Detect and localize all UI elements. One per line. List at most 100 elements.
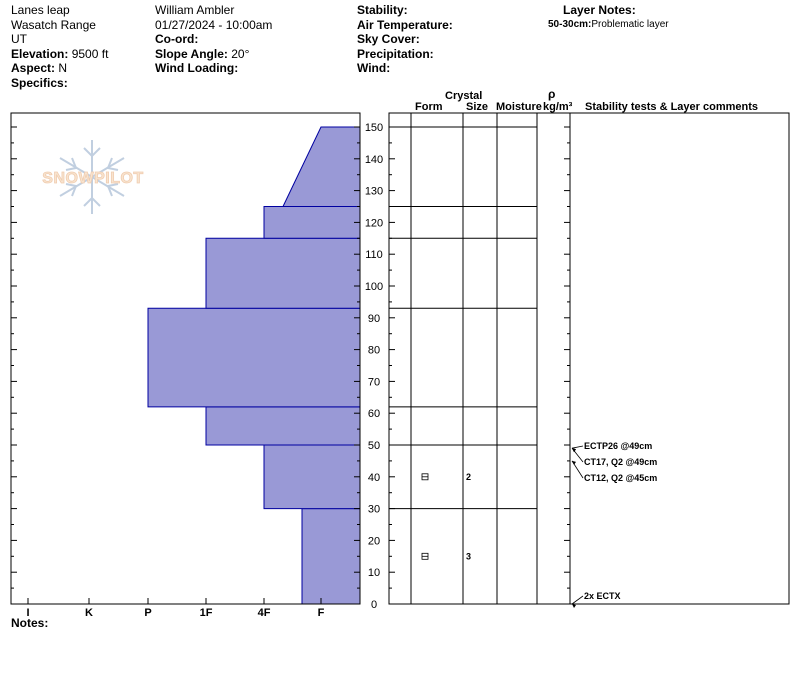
crystal-header: Crystal (445, 90, 482, 102)
height-axis-label: 100 (365, 281, 383, 293)
size-header: Size (466, 101, 488, 113)
stability-test-entry: CT12, Q2 @45cm (571, 460, 657, 483)
stability-test-arrow (571, 445, 584, 449)
hardness-x-label: 1F (200, 607, 213, 619)
crystal-size: 2 (466, 472, 471, 482)
air-temp-label: Air Temperature: (357, 17, 453, 32)
height-axis-label: 40 (368, 472, 380, 484)
coord-label: Co-ord: (155, 32, 199, 46)
snowpilot-logo: SNOWPILOT (42, 140, 144, 214)
coord-row: Co-ord: (155, 32, 272, 47)
height-axis-label: 120 (365, 217, 383, 229)
specifics-row: Specifics: (11, 76, 108, 91)
hardness-layer-bar (147, 307, 361, 408)
stability-comments-header: Stability tests & Layer comments (585, 101, 758, 113)
aspect-label: Aspect: (11, 61, 56, 75)
crystal-entry: 3 (421, 551, 471, 561)
state: UT (11, 32, 27, 46)
hardness-layer-bar (282, 126, 361, 207)
elevation-value: 9500 ft (71, 46, 109, 61)
height-axis-label: 90 (368, 313, 380, 325)
rho-header: ρ (548, 87, 555, 101)
height-axis-label: 30 (368, 504, 380, 516)
height-axis-label: 20 (368, 535, 380, 547)
notes-label: Notes: (11, 616, 49, 630)
header-conditions-block: Stability: Air Temperature: Sky Cover: P… (357, 3, 453, 76)
height-axis-label: 110 (365, 249, 383, 261)
stability-test-label: CT12, Q2 @45cm (584, 473, 657, 483)
stability-test-arrowhead (572, 460, 576, 465)
layer-note-text: Problematic layer (591, 19, 669, 30)
height-axis-label: 50 (368, 440, 380, 452)
height-axis-label: 80 (368, 345, 380, 357)
layer-table-ticks (389, 126, 570, 605)
hardness-profile (147, 126, 361, 605)
observation-datetime: 01/27/2024 - 10:00am (155, 17, 273, 32)
form-header: Form (415, 101, 443, 113)
observer-name: William Ambler (155, 3, 235, 17)
hardness-layer-bar (205, 406, 361, 446)
wind-loading-label: Wind Loading: (155, 61, 239, 75)
slope-value: 20° (231, 46, 250, 61)
hardness-layer-bar (263, 444, 361, 510)
hardness-x-label: F (318, 607, 325, 619)
stability-label: Stability: (357, 3, 408, 17)
height-axis-label: 140 (365, 154, 383, 166)
layer-notes-label: Layer Notes: (563, 3, 636, 17)
location-name: Lanes leap (11, 3, 70, 17)
crystal-entries: 23 (421, 472, 471, 561)
wind-label: Wind: (357, 61, 391, 75)
height-axis-label: 10 (368, 567, 380, 579)
hardness-x-label: 4F (258, 607, 271, 619)
density-unit-header: kg/m³ (543, 101, 573, 113)
layer-table-frame (388, 112, 790, 605)
stability-test-entry: ECTP26 @49cm (571, 441, 652, 453)
layer-note-row: 50-30cm:Problematic layer (548, 18, 669, 33)
slope-row: Slope Angle: 20° (155, 47, 272, 62)
snowflake-icon (59, 140, 125, 214)
stability-test-label: 2x ECTX (584, 591, 621, 601)
wind-loading-row: Wind Loading: (155, 61, 272, 76)
layer-note-depth: 50-30cm: (548, 19, 592, 30)
precip-label: Precipitation: (357, 46, 434, 61)
stability-test-entry: CT17, Q2 @49cm (571, 447, 657, 467)
aspect-row: Aspect: N (11, 61, 108, 76)
stability-test-label: ECTP26 @49cm (584, 441, 652, 451)
moisture-header: Moisture (496, 101, 542, 113)
hardness-layer-bar (205, 237, 361, 309)
logo-text: SNOWPILOT (42, 170, 143, 187)
mountain-range: Wasatch Range (11, 17, 96, 32)
elevation-label: Elevation: (11, 46, 69, 61)
hardness-layer-bar (263, 206, 361, 239)
crystal-entry: 2 (421, 472, 471, 482)
stability-test-label: CT17, Q2 @49cm (584, 457, 657, 467)
header-observer-block: William Ambler 01/27/2024 - 10:00am Co-o… (155, 3, 272, 76)
hardness-x-axis: I K P 1F 4F F (26, 598, 325, 619)
aspect-value: N (58, 61, 68, 75)
hardness-plot-y-ticks (11, 126, 360, 605)
height-axis-label: 130 (365, 186, 383, 198)
hardness-x-label: P (144, 607, 151, 619)
crystal-size: 3 (466, 551, 471, 561)
height-axis-label: 0 (371, 599, 377, 611)
hardness-x-label: I (26, 607, 29, 619)
height-axis-label: 150 (365, 122, 383, 134)
stability-test-entry: 2x ECTX (571, 591, 621, 608)
header-location-block: Lanes leap Wasatch Range UT Elevation: 9… (11, 3, 108, 90)
stability-test-arrow (571, 595, 584, 605)
hardness-x-label: K (85, 607, 93, 619)
stability-test-arrowhead (572, 604, 576, 608)
height-axis-label: 60 (368, 408, 380, 420)
layer-table-lines (389, 113, 571, 604)
height-axis-label: 70 (368, 376, 380, 388)
slope-label: Slope Angle: (155, 46, 228, 61)
stability-test-arrowhead (572, 448, 576, 453)
specifics-label: Specifics: (11, 75, 68, 90)
hardness-plot-frame (10, 112, 361, 605)
height-axis-labels: 0 10 20 30 40 50 60 70 80 90 100 110 120 130 140 150 (365, 122, 383, 611)
elevation-row: Elevation: 9500 ft (11, 47, 108, 62)
sky-cover-label: Sky Cover: (357, 32, 420, 46)
header-layer-notes-block: Layer Notes: (563, 3, 636, 18)
stability-test-entries: ECTP26 @49cm CT17, Q2 @49cm CT12, Q2 @45cm… (571, 441, 657, 608)
